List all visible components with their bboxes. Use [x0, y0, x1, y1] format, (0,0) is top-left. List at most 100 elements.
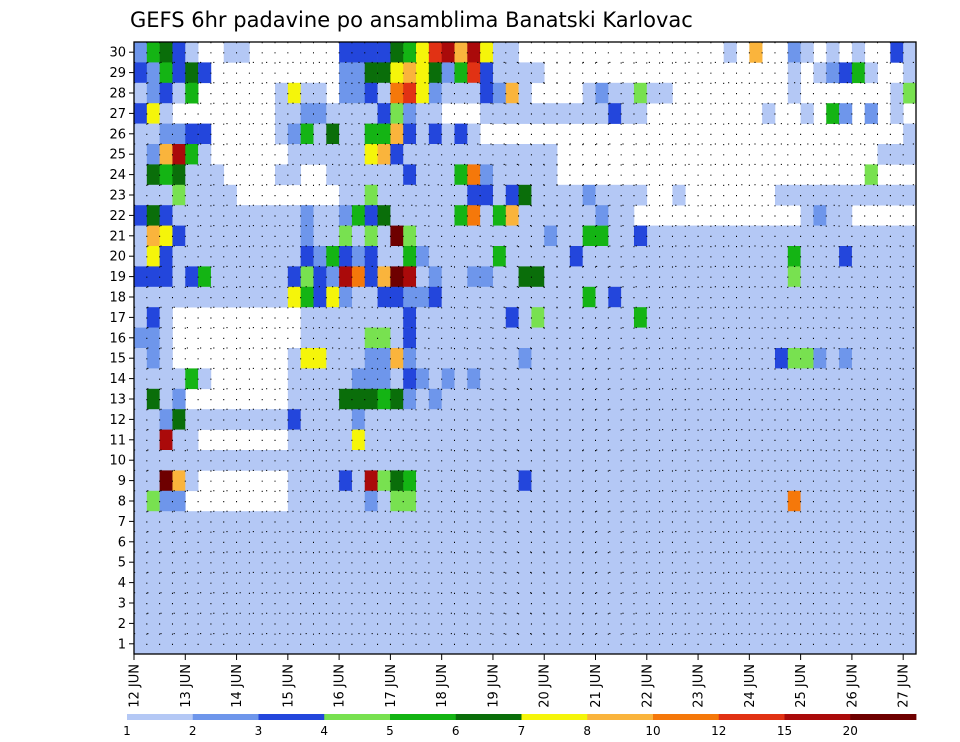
heatmap-cell — [608, 613, 622, 634]
heatmap-cell — [800, 388, 814, 410]
heatmap-cell — [492, 531, 507, 553]
heatmap-cell — [159, 103, 173, 124]
heatmap-cell — [787, 470, 801, 492]
heatmap-cell — [416, 266, 430, 288]
heatmap-cell — [403, 144, 417, 165]
heatmap-cell — [275, 592, 289, 614]
heatmap-cell — [864, 552, 878, 573]
heatmap-cell — [723, 572, 737, 594]
heatmap-cell — [710, 348, 725, 369]
heatmap-cell — [582, 572, 596, 594]
heatmap-cell — [287, 470, 301, 492]
heatmap-cell — [633, 103, 648, 124]
heatmap-cell — [877, 266, 891, 288]
heatmap-cell — [505, 511, 519, 532]
heatmap-cell — [851, 225, 866, 247]
heatmap-cell — [531, 552, 545, 573]
heatmap-cell — [339, 531, 353, 553]
heatmap-cell — [698, 348, 712, 369]
legend-swatch — [390, 714, 457, 720]
heatmap-cell — [685, 490, 699, 512]
heatmap-cell — [236, 205, 250, 226]
heatmap-cell — [646, 511, 660, 532]
heatmap-cell — [518, 490, 532, 512]
heatmap-cell — [595, 307, 609, 328]
heatmap-cell — [659, 246, 673, 267]
heatmap-cell — [531, 511, 545, 532]
legend-level-label: 10 — [645, 724, 660, 738]
heatmap-cell — [710, 307, 725, 328]
heatmap-cell — [390, 286, 404, 308]
heatmap-cell — [787, 409, 801, 430]
heatmap-cell — [480, 572, 494, 594]
heatmap-cell — [774, 490, 789, 512]
heatmap-cell — [608, 103, 622, 124]
heatmap-cell — [377, 103, 391, 124]
heatmap-cell — [364, 511, 378, 532]
heatmap-cell — [569, 409, 583, 430]
heatmap-cell — [287, 429, 301, 451]
heatmap-cell — [480, 531, 494, 553]
heatmap-cell — [441, 368, 455, 390]
y-tick-label: 11 — [109, 433, 126, 448]
heatmap-cell — [287, 511, 301, 532]
heatmap-cell — [390, 225, 404, 247]
heatmap-cell — [608, 348, 622, 369]
heatmap-cell — [480, 246, 494, 267]
heatmap-cell — [749, 307, 763, 328]
heatmap-cell — [762, 450, 776, 471]
heatmap-cell — [428, 144, 442, 165]
heatmap-cell — [287, 368, 301, 390]
heatmap-cell — [313, 348, 327, 369]
heatmap-cell — [518, 225, 532, 247]
heatmap-cell — [864, 348, 878, 369]
heatmap-cell — [813, 286, 827, 308]
heatmap-cell — [557, 103, 571, 124]
heatmap-cell — [159, 429, 173, 451]
heatmap-cell — [531, 633, 545, 655]
heatmap-cell — [633, 388, 648, 410]
heatmap-cell — [518, 205, 532, 226]
heatmap-cell — [723, 286, 737, 308]
heatmap-cell — [890, 388, 904, 410]
heatmap-cell — [454, 368, 468, 390]
heatmap-cell — [839, 388, 853, 410]
heatmap-cell — [774, 184, 789, 206]
heatmap-cell — [890, 409, 904, 430]
heatmap-cell — [659, 348, 673, 369]
heatmap-cell — [339, 205, 353, 226]
heatmap-cell — [364, 205, 378, 226]
x-tick-label: 15 JUN — [281, 664, 296, 708]
heatmap-cell — [134, 205, 148, 226]
heatmap-cell — [159, 225, 173, 247]
heatmap-cell — [672, 470, 686, 492]
heatmap-cell — [313, 511, 327, 532]
legend-level-label: 15 — [777, 724, 792, 738]
heatmap-cell — [198, 368, 212, 390]
heatmap-cell — [813, 348, 827, 369]
heatmap-cell — [633, 490, 648, 512]
heatmap-cell — [762, 327, 776, 349]
heatmap-cell — [903, 409, 917, 430]
heatmap-cell — [454, 348, 468, 369]
heatmap-cell — [300, 409, 314, 430]
heatmap-cell — [903, 613, 917, 634]
heatmap-cell — [557, 450, 571, 471]
heatmap-cell — [659, 388, 673, 410]
heatmap-cell — [134, 470, 148, 492]
heatmap-cell — [480, 307, 494, 328]
heatmap-cell — [864, 490, 878, 512]
heatmap-cell — [467, 246, 481, 267]
heatmap-cell — [672, 450, 686, 471]
heatmap-cell — [839, 246, 853, 267]
heatmap-cell — [351, 409, 366, 430]
heatmap-cell — [839, 286, 853, 308]
heatmap-cell — [736, 613, 750, 634]
heatmap-cell — [518, 511, 532, 532]
heatmap-cell — [416, 327, 430, 349]
heatmap-cell — [890, 348, 904, 369]
heatmap-cell — [351, 592, 366, 614]
heatmap-cell — [813, 552, 827, 573]
legend-level-label: 3 — [255, 724, 263, 738]
heatmap-cell — [595, 286, 609, 308]
